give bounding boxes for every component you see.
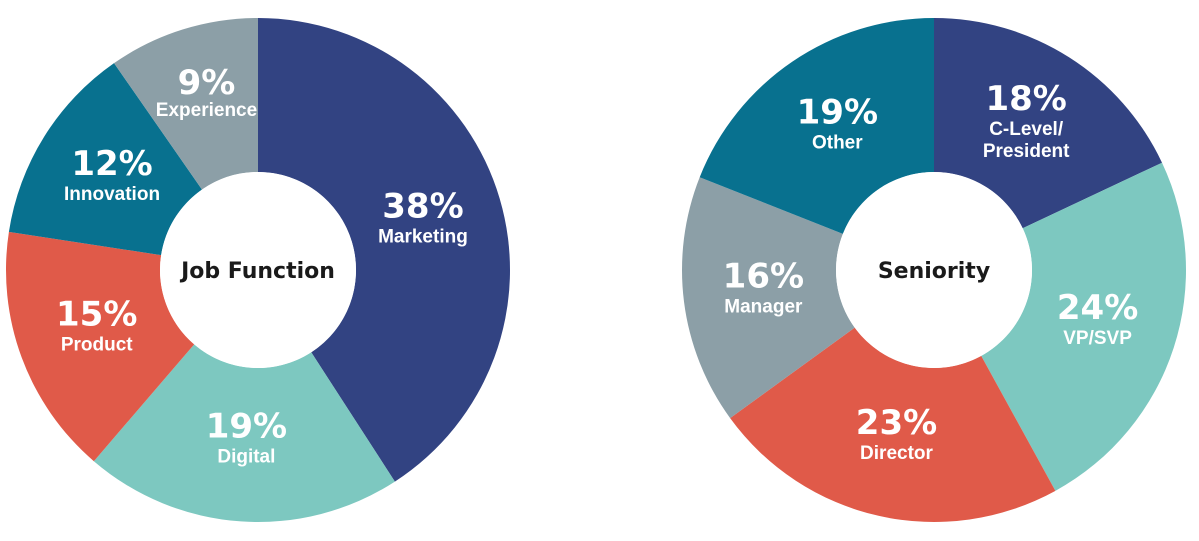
seniority-slice-manager <box>682 177 855 419</box>
seniority-slice-c-level-president <box>934 18 1163 229</box>
job-function-value-label-marketing: 38% <box>382 186 463 226</box>
job-function-slice-experience <box>114 18 259 190</box>
job-function-value-label-product: 15% <box>56 295 137 335</box>
seniority-slice-director <box>730 327 1056 523</box>
seniority-value-label-vp-svp: 24% <box>1057 288 1138 328</box>
job-function-center-hole <box>160 172 356 368</box>
seniority-chart-title: Seniority <box>878 259 990 284</box>
seniority-value-label-c-level-president: 18% <box>985 79 1066 119</box>
job-function-category-label-experience: Experience <box>156 100 257 121</box>
job-function-slice-innovation <box>8 63 203 256</box>
seniority-value-label-other: 19% <box>797 93 878 133</box>
seniority-category-label-other: Other <box>812 133 863 154</box>
seniority-donut-chart: 18%C-Level/President 24%VP/SVP 23%Director… <box>682 17 1186 523</box>
job-function-category-label-digital: Digital <box>217 447 275 468</box>
job-function-slice-digital <box>93 344 395 523</box>
job-function-category-label-product: Product <box>61 335 133 356</box>
seniority-category-label-director: Director <box>860 443 933 464</box>
seniority-category-label-manager: Manager <box>724 297 803 318</box>
seniority-slice-other <box>699 17 934 234</box>
job-function-donut-chart: 38%Marketing 19%Digital 15%Product 12%Innov… <box>5 18 511 523</box>
seniority-slice-vp-svp <box>981 162 1186 491</box>
seniority-value-label-manager: 16% <box>723 257 804 297</box>
job-function-category-label-innovation: Innovation <box>64 184 160 205</box>
seniority-category-label-c-level-president: C-Level/President <box>983 119 1070 162</box>
seniority-center-hole <box>836 172 1032 368</box>
job-function-chart-title: Job Function <box>179 259 335 284</box>
seniority-value-label-director: 23% <box>856 403 937 443</box>
job-function-value-label-innovation: 12% <box>71 144 152 184</box>
job-function-category-label-marketing: Marketing <box>378 226 468 247</box>
seniority-category-label-vp-svp: VP/SVP <box>1063 328 1132 349</box>
job-function-value-label-experience: 9% <box>178 63 236 103</box>
job-function-slice-marketing <box>258 18 511 482</box>
job-function-value-label-digital: 19% <box>206 407 287 447</box>
job-function-slice-product <box>5 231 195 462</box>
